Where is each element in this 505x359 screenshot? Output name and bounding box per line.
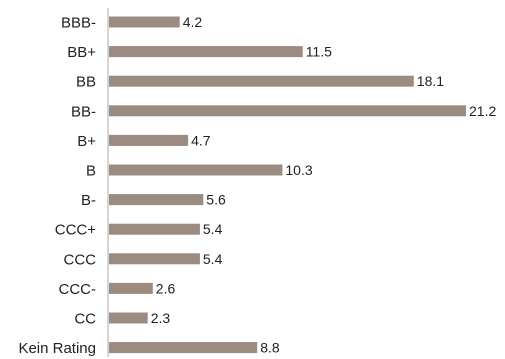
value-label: 4.2 (183, 14, 203, 30)
category-label: CC (74, 311, 96, 328)
bar (109, 105, 466, 117)
category-label: BB- (71, 103, 96, 120)
value-label: 5.4 (203, 251, 223, 267)
bar (109, 223, 200, 235)
category-label: Kein Rating (18, 340, 96, 357)
value-label: 4.7 (191, 132, 211, 148)
category-label: BB (76, 74, 96, 91)
category-label: B- (81, 192, 96, 209)
bar (109, 282, 153, 294)
value-label: 2.6 (156, 280, 176, 296)
bar (109, 134, 189, 146)
value-label: 18.1 (417, 73, 444, 89)
value-label: 5.6 (206, 192, 226, 208)
bar (109, 16, 180, 28)
bar (109, 75, 414, 87)
value-labels: 4.2 11.5 18.1 21.2 4.7 10.3 5.6 5.4 5.4 2.6 2.3 8.8 (151, 14, 497, 356)
category-label: CCC- (59, 281, 97, 298)
bar (109, 342, 258, 354)
category-label: BB+ (67, 44, 96, 61)
value-label: 10.3 (285, 162, 312, 178)
category-label: B (86, 163, 96, 180)
value-label: 2.3 (151, 310, 171, 326)
category-label: CCC+ (55, 222, 96, 239)
category-label: B+ (77, 133, 96, 150)
bar (109, 253, 200, 265)
value-label: 21.2 (469, 103, 496, 119)
bars-layer (109, 16, 466, 354)
category-label: BBB- (61, 15, 96, 32)
bar (109, 312, 148, 324)
bar (109, 194, 204, 206)
bar (109, 46, 303, 58)
bar (109, 164, 283, 176)
value-label: 11.5 (306, 44, 332, 60)
value-label: 8.8 (260, 340, 280, 356)
category-label: CCC (64, 251, 97, 268)
value-label: 5.4 (203, 221, 223, 237)
